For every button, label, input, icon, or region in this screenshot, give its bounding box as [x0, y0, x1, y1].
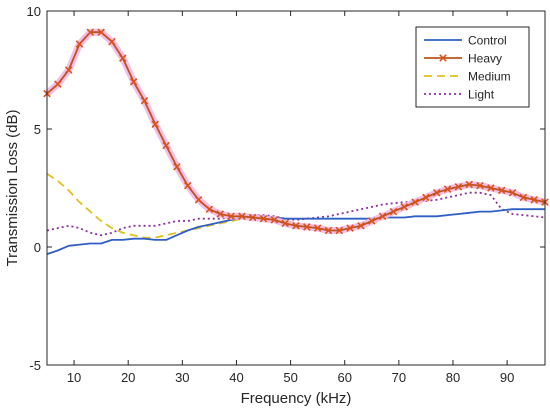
heavy-marker-31	[183, 181, 192, 190]
heavy-marker-75	[422, 193, 430, 202]
x-tick-label-20: 20	[121, 370, 135, 385]
heavy-marker-23	[140, 96, 149, 105]
heavy-marker-27	[162, 141, 170, 150]
y-axis-label: Transmission Loss (dB)	[4, 110, 21, 267]
y-tick-label-0: 0	[34, 240, 41, 255]
y-tick-label-5: 5	[34, 122, 41, 137]
heavy-marker-53	[303, 223, 311, 231]
heavy-marker-33	[194, 196, 203, 204]
heavy-marker-87	[487, 184, 495, 192]
heavy-marker-19	[119, 54, 127, 62]
heavy-marker-29	[173, 162, 181, 171]
heavy-marker-37	[216, 210, 224, 218]
legend-label-light: Light	[468, 88, 495, 102]
heavy-marker-77	[432, 188, 441, 197]
legend-label-medium: Medium	[468, 70, 511, 84]
x-tick-label-70: 70	[392, 370, 406, 385]
heavy-marker-69	[389, 207, 398, 216]
heavy-marker-39	[227, 212, 235, 221]
x-tick-label-50: 50	[283, 370, 297, 385]
x-tick-label-30: 30	[175, 370, 189, 385]
series-light-line	[46, 191, 546, 237]
heavy-marker-15	[97, 28, 105, 37]
heavy-marker-7	[54, 80, 62, 88]
x-tick-label-60: 60	[337, 370, 351, 385]
heavy-marker-85	[476, 181, 484, 190]
heavy-marker-25	[151, 120, 160, 129]
heavy-marker-73	[411, 198, 419, 206]
x-tick-label-40: 40	[229, 370, 243, 385]
axes-layer	[46, 10, 546, 366]
heavy-marker-43	[248, 213, 257, 222]
heavy-marker-17	[108, 37, 116, 46]
heavy-marker-49	[281, 219, 289, 228]
heavy-marker-11	[75, 40, 84, 48]
heavy-marker-9	[64, 66, 73, 74]
heavy-marker-93	[519, 193, 528, 202]
heavy-marker-47	[270, 216, 279, 224]
heavy-marker-59	[335, 226, 344, 235]
heavy-marker-61	[346, 224, 354, 232]
series-control-line	[46, 208, 545, 255]
marker-layer	[43, 28, 549, 235]
heavy-marker-95	[530, 196, 538, 204]
legend: Control Heavy Medium Light	[415, 26, 530, 108]
y-tick-label--5: -5	[29, 358, 41, 373]
heavy-marker-89	[497, 186, 506, 195]
heavy-marker-81	[454, 183, 463, 191]
heavy-marker-91	[508, 188, 517, 197]
legend-label-control: Control	[468, 34, 507, 48]
heavy-marker-51	[292, 221, 300, 230]
heavy-marker-71	[400, 203, 409, 211]
heavy-marker-57	[324, 226, 333, 235]
heavy-marker-79	[443, 185, 452, 193]
legend-marker-heavy	[439, 54, 447, 62]
x-tick-label-10: 10	[67, 370, 81, 385]
ticks-layer: 10 20 30 40 50 60 70 80 90 -5 0 5 10	[27, 4, 545, 385]
x-tick-label-80: 80	[446, 370, 460, 385]
heavy-marker-55	[313, 224, 322, 232]
heavy-marker-13	[86, 28, 95, 37]
x-axis-label: Frequency (kHz)	[241, 390, 352, 407]
heavy-marker-83	[465, 180, 473, 189]
plot-frame	[46, 10, 546, 366]
heavy-marker-41	[238, 212, 246, 221]
heavy-marker-21	[129, 78, 138, 86]
heavy-marker-35	[205, 205, 214, 214]
x-tick-label-90: 90	[500, 370, 514, 385]
heavy-marker-67	[378, 212, 387, 221]
heavy-marker-63	[357, 221, 365, 230]
y-tick-label-10: 10	[27, 4, 41, 19]
heavy-marker-45	[259, 214, 268, 223]
legend-label-heavy: Heavy	[468, 52, 502, 66]
heavy-marker-65	[368, 217, 376, 225]
